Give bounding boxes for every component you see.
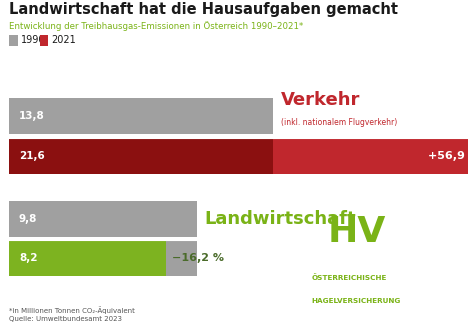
Text: Entwicklung der Treibhausgas-Emissionen in Österreich 1990–2021*: Entwicklung der Treibhausgas-Emissionen …	[9, 21, 304, 31]
Bar	[9, 201, 197, 236]
Bar	[9, 240, 166, 276]
Text: *in Millionen Tonnen CO₂-Äquivalent
Quelle: Umweltbundesamt 2023: *in Millionen Tonnen CO₂-Äquivalent Quel…	[9, 307, 135, 322]
Bar	[9, 240, 166, 276]
Text: Landwirtschaft hat die Hausaufgaben gemacht: Landwirtschaft hat die Hausaufgaben gema…	[9, 2, 398, 16]
Bar	[9, 138, 468, 174]
Text: 2021: 2021	[51, 36, 76, 45]
Text: HAGELVERSICHERUNG: HAGELVERSICHERUNG	[311, 297, 401, 304]
Bar	[9, 138, 273, 174]
Bar	[9, 240, 197, 276]
Text: (inkl. nationalem Flugverkehr): (inkl. nationalem Flugverkehr)	[281, 118, 397, 127]
Text: −16,2 %: −16,2 %	[172, 253, 224, 263]
Text: +56,9 %: +56,9 %	[428, 151, 468, 161]
Text: 1990: 1990	[21, 36, 45, 45]
Text: 9,8: 9,8	[19, 214, 37, 224]
Text: Landwirtschaft: Landwirtschaft	[205, 210, 356, 228]
Text: 21,6: 21,6	[19, 151, 44, 161]
Text: 13,8: 13,8	[19, 111, 44, 121]
Text: HV: HV	[328, 215, 386, 249]
Text: ÖSTERREICHISCHE: ÖSTERREICHISCHE	[311, 274, 387, 281]
Text: Verkehr: Verkehr	[281, 91, 360, 109]
Bar	[9, 99, 273, 134]
Text: 8,2: 8,2	[19, 253, 37, 263]
